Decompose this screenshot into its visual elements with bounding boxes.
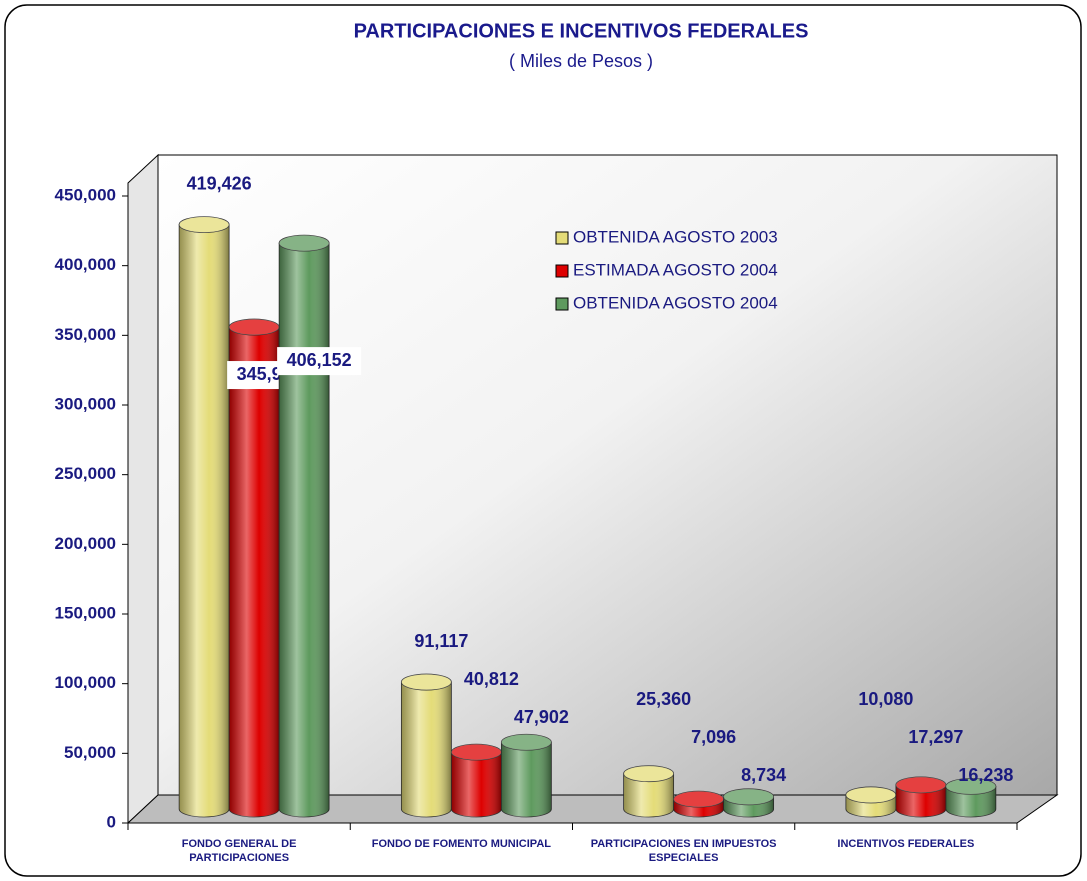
bar-shade [401,682,452,817]
value-label: 419,426 [187,173,252,193]
legend-label: ESTIMADA AGOSTO 2004 [573,260,778,279]
y-tick-label: 200,000 [55,534,116,553]
value-label: 91,117 [414,631,468,651]
bar-cap-shine [895,776,946,793]
bar-cap-shine [723,788,774,805]
bar-cap [278,234,330,252]
bar-shade [895,784,946,817]
bar-shade [945,786,996,817]
legend-swatch [555,297,569,311]
legend-label: OBTENIDA AGOSTO 2004 [573,293,778,312]
bar-shade [501,742,552,817]
bar-cap [723,788,775,806]
chart-subtitle: ( Miles de Pesos ) [509,51,653,71]
legend-swatch [555,231,569,245]
bar-cap-shine [945,778,996,795]
bar-cap-shine [179,216,230,233]
value-label: 25,360 [636,689,691,709]
y-tick-label: 150,000 [55,603,116,622]
bar-cap [945,777,997,795]
bar-cap [500,733,552,751]
value-label: 406,152 [287,350,352,370]
y-tick-label: 250,000 [55,464,116,483]
bar-cap-shine [673,791,724,808]
bar-cap [623,765,675,783]
value-label: 10,080 [858,689,913,709]
y-tick-label: 50,000 [64,743,116,762]
bar-cap [178,216,230,233]
legend-label: OBTENIDA AGOSTO 2003 [573,227,778,246]
y-tick-label: 450,000 [55,185,116,204]
y-tick-label: 300,000 [55,394,116,413]
bar-cap-shine [279,235,330,252]
legend-swatch [555,264,569,278]
value-label: 16,238 [958,765,1013,785]
y-tick-label: 100,000 [55,673,116,692]
chart-title: PARTICIPACIONES E INCENTIVOS FEDERALES [354,20,809,42]
bar-cap [400,673,452,691]
bar-cap-shine [845,786,896,803]
value-label: 40,812 [464,669,519,689]
y-tick-label: 0 [107,812,116,831]
bar-shade [179,224,230,817]
bar-shade [623,773,674,817]
bar-cap-shine [401,674,452,691]
bar-shade [279,243,330,818]
bar-cap-shine [623,765,674,782]
bar-shade [229,327,280,817]
bar-shade [451,752,502,817]
x-tick-label: FONDO DE FOMENTO MUNICIPAL [371,838,551,850]
value-label: 47,902 [514,707,569,727]
x-tick-label: PARTICIPACIONES EN IMPUESTOS ESPECIALES [590,838,777,864]
value-label: 17,297 [908,727,963,747]
bar-cap-shine [501,734,552,751]
x-tick-label: INCENTIVOS FEDERALES [837,838,975,850]
side-wall [127,153,159,825]
y-tick-label: 400,000 [55,255,116,274]
bar-cap-shine [451,744,502,761]
y-tick-label: 350,000 [55,325,116,344]
value-label: 7,096 [691,727,736,747]
value-label: 8,734 [741,765,786,785]
value-label-box [277,347,362,376]
x-tick-label: FONDO GENERAL DE PARTICIPACIONES [181,838,297,864]
bar-cap-shine [229,319,280,336]
